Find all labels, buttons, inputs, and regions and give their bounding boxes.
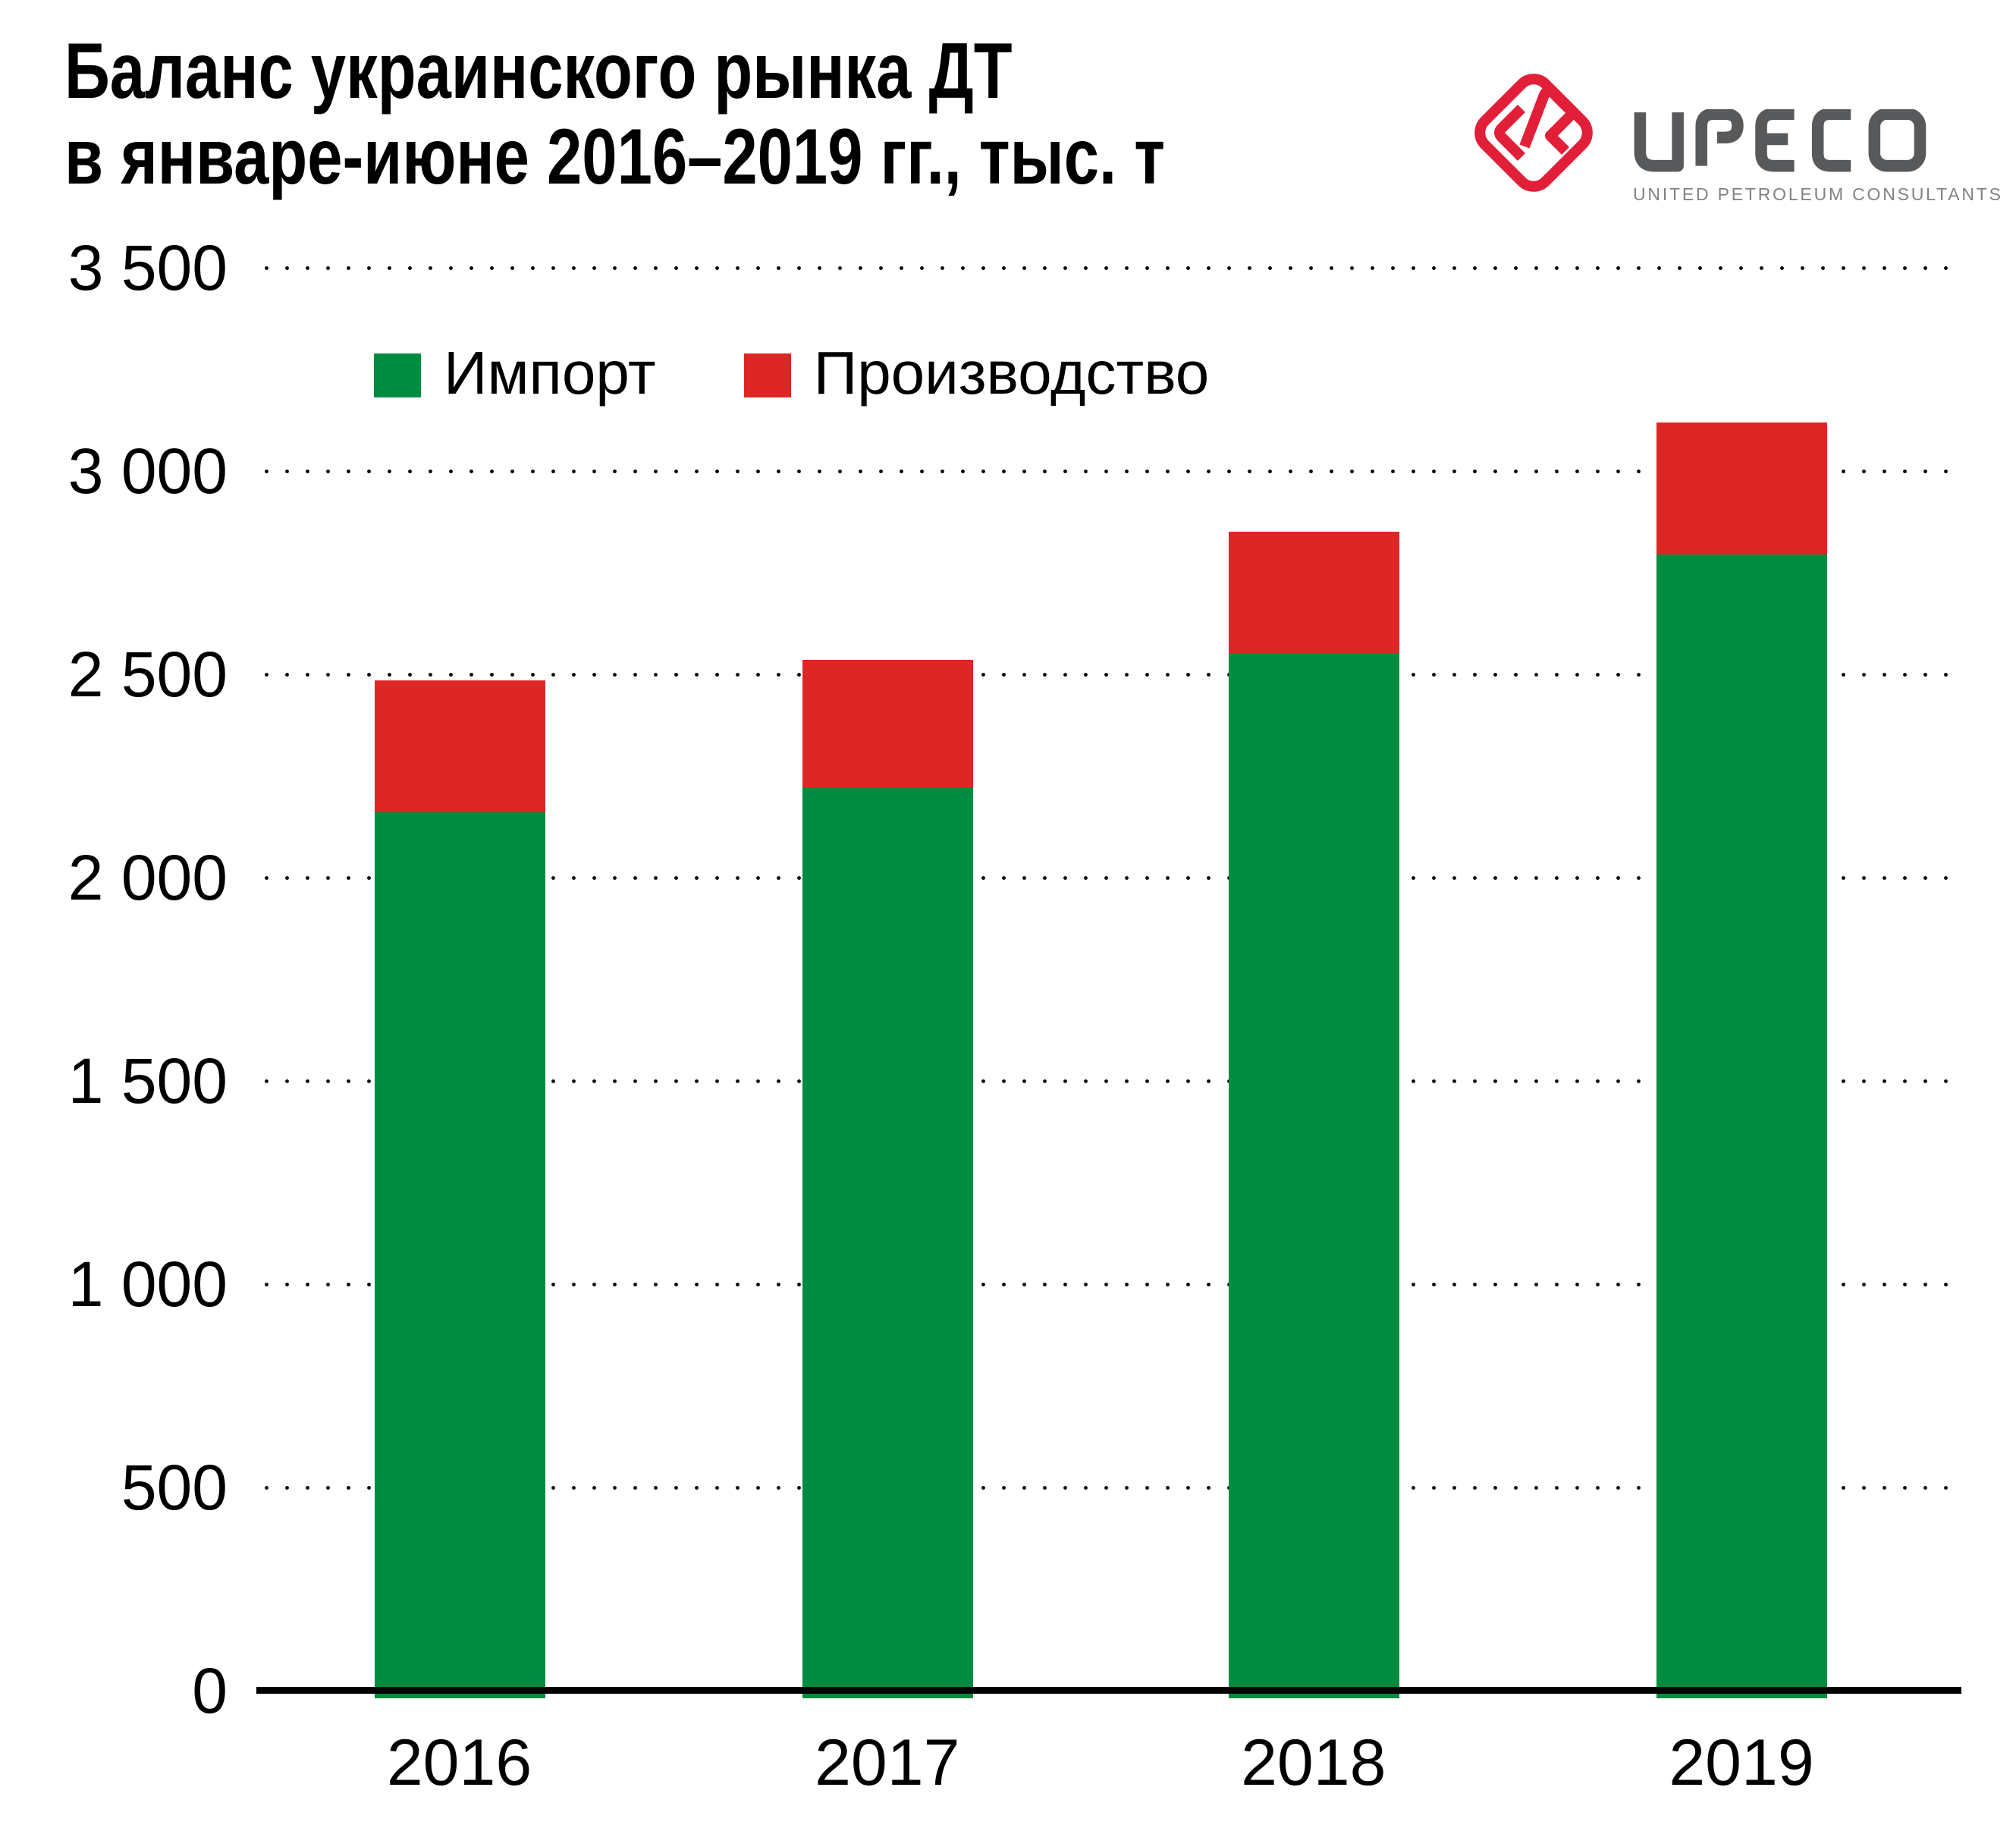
bar-2017 [802, 660, 973, 1698]
x-tick-label-2018: 2018 [1241, 1726, 1386, 1799]
y-tick-label-1500: 1 500 [68, 1045, 228, 1117]
y-tick-label-3000: 3 000 [68, 435, 228, 507]
page-title: Баланс украинского рынка ДТ в январе-июн… [64, 29, 1165, 200]
bar-2018-импорт-segment [1228, 654, 1399, 1698]
x-tick-label-2016: 2016 [386, 1726, 532, 1799]
bar-2019-производство-segment [1656, 422, 1827, 554]
legend-label-import: Импорт [444, 339, 656, 407]
bar-2018-производство-segment [1228, 532, 1399, 655]
legend-label-production: Производство [813, 339, 1210, 407]
gridline-2000 [256, 876, 1961, 880]
y-tick-label-3500: 3 500 [68, 232, 228, 303]
bar-2018 [1228, 532, 1399, 1698]
bar-2019-импорт-segment [1656, 554, 1827, 1698]
legend-item-production: Производство [743, 339, 1210, 408]
gridline-1500 [256, 1079, 1961, 1083]
x-tick-label-2019: 2019 [1669, 1726, 1814, 1799]
upeco-logo-subtitle: UNITED PETROLEUM CONSULTANTS [1633, 184, 2003, 204]
legend-item-import: Импорт [374, 343, 656, 408]
gridline-1000 [256, 1283, 1961, 1286]
legend-swatch-import-icon [374, 353, 421, 397]
bar-2016-производство-segment [374, 680, 545, 813]
bar-2019 [1656, 422, 1827, 1698]
bar-2017-производство-segment [802, 660, 973, 789]
bar-2016-импорт-segment [374, 812, 545, 1698]
y-tick-label-2500: 2 500 [68, 639, 228, 710]
y-tick-label-2000: 2 000 [68, 842, 228, 913]
upeco-logo-mark-icon [1474, 74, 1593, 192]
bar-2016 [374, 680, 545, 1698]
gridline-2500 [256, 672, 1961, 677]
legend-swatch-production-icon [743, 353, 791, 397]
x-axis-line [256, 1687, 1961, 1694]
x-tick-label-2017: 2017 [815, 1726, 960, 1799]
plot-area: 0 500 1 000 1 500 2 000 2 500 3 000 3 500 2016 20… [68, 236, 1961, 1795]
page-title-line1: Баланс украинского рынка ДТ [64, 27, 1013, 115]
upeco-logotype [1634, 109, 1927, 172]
y-tick-label-500: 500 [121, 1452, 228, 1523]
page-title-line2: в январе-июне 2016–2019 гг., тыс. т [64, 113, 1165, 201]
gridline-3500 [256, 266, 1961, 270]
y-tick-label-0: 0 [192, 1655, 228, 1726]
gridline-500 [256, 1486, 1961, 1490]
gridline-3000 [256, 469, 1961, 473]
chart-legend: Импорт Производство [374, 343, 1209, 408]
y-tick-label-1000: 1 000 [68, 1249, 228, 1320]
bar-2017-импорт-segment [802, 788, 973, 1698]
